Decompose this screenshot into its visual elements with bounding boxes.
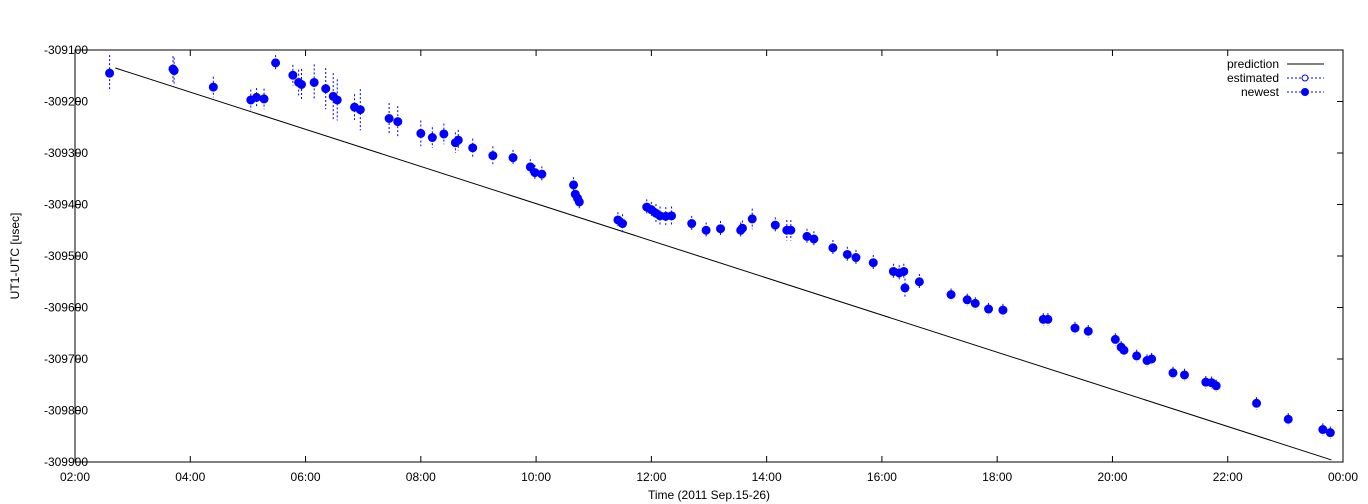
data-point-newest [618, 219, 628, 229]
data-point-newest [998, 305, 1008, 315]
series-layer [105, 55, 1335, 461]
data-point-newest [946, 290, 956, 300]
data-point-newest [321, 84, 331, 94]
data-point-newest [384, 113, 394, 123]
data-point-newest [574, 197, 584, 207]
y-tick-label: -309700 [44, 352, 88, 366]
data-point-newest [1147, 354, 1157, 364]
data-point-newest [1252, 398, 1262, 408]
data-point-newest [737, 223, 747, 233]
data-point-newest [105, 68, 115, 78]
data-point-newest [962, 295, 972, 305]
x-tick-label: 20:00 [1097, 470, 1127, 484]
prediction-line [115, 67, 1332, 461]
data-point-newest [508, 153, 518, 163]
x-tick-label: 16:00 [867, 470, 897, 484]
data-point-newest [453, 135, 463, 145]
data-point-newest [309, 77, 319, 87]
legend-entry-newest: newest [1241, 85, 1324, 99]
x-tick-label: 00:00 [1328, 470, 1358, 484]
data-point-newest [914, 277, 924, 287]
data-point-newest [970, 298, 980, 308]
data-point-newest [208, 82, 218, 92]
y-tick-label: -309300 [44, 146, 88, 160]
y-tick-label: -309500 [44, 249, 88, 263]
axis-ticks [74, 49, 1344, 463]
y-axis-title: UT1-UTC [usec] [8, 213, 22, 300]
data-point-newest [786, 225, 796, 235]
data-point-newest [1043, 314, 1053, 324]
data-point-newest [1132, 351, 1142, 361]
data-point-newest [667, 211, 677, 221]
legend: prediction estimated newest [1227, 57, 1324, 99]
legend-label-estimated: estimated [1227, 71, 1279, 85]
y-tick-label: -309600 [44, 301, 88, 315]
legend-entry-estimated: estimated [1227, 71, 1324, 85]
data-point-newest [984, 304, 994, 314]
data-point-newest [1283, 414, 1293, 424]
data-point-newest [851, 253, 861, 263]
y-tick-label: -309900 [44, 455, 88, 469]
x-tick-label: 18:00 [982, 470, 1012, 484]
data-point-newest [828, 243, 838, 253]
data-point-newest [427, 133, 437, 143]
legend-entry-prediction: prediction [1227, 57, 1324, 71]
x-axis-title: Time (2011 Sep.15-26) [648, 488, 770, 502]
data-point-newest [169, 66, 179, 76]
data-point-newest [1180, 370, 1189, 380]
data-point-newest [393, 117, 403, 127]
data-point-newest [1110, 334, 1120, 344]
data-point-newest [355, 105, 365, 115]
x-tick-label: 06:00 [291, 470, 321, 484]
axis-tick-labels: 02:00 04:00 06:00 08:00 10:00 12:00 14:00 16:00… [44, 43, 1358, 484]
y-tick-label: -309800 [44, 404, 88, 418]
data-point-newest [259, 94, 269, 104]
data-point-newest [1119, 345, 1129, 355]
data-point-newest [416, 128, 426, 138]
y-tick-label: -309200 [44, 95, 88, 109]
y-tick-label: -309100 [44, 43, 88, 57]
data-point-newest [701, 225, 711, 235]
data-point-newest [747, 214, 757, 224]
data-point-newest [1325, 428, 1335, 438]
legend-label-prediction: prediction [1227, 57, 1279, 71]
x-tick-label: 08:00 [406, 470, 436, 484]
legend-marker-newest [1301, 88, 1309, 96]
data-point-newest [900, 283, 910, 293]
x-tick-label: 12:00 [636, 470, 666, 484]
data-point-newest [1083, 326, 1093, 336]
plot-frame [74, 49, 1344, 463]
data-point-newest [1211, 381, 1221, 391]
data-point-newest [1168, 368, 1178, 378]
x-tick-label: 02:00 [60, 470, 90, 484]
data-point-newest [537, 169, 547, 179]
data-point-newest [687, 219, 697, 229]
legend-label-newest: newest [1241, 85, 1280, 99]
data-point-newest [842, 249, 852, 259]
data-point-newest [770, 220, 780, 230]
data-point-newest [332, 95, 342, 105]
data-point-newest [288, 70, 298, 80]
data-point-newest [271, 58, 281, 68]
x-tick-label: 22:00 [1213, 470, 1243, 484]
data-point-newest [569, 180, 579, 190]
data-point-newest [716, 224, 726, 234]
x-tick-label: 10:00 [521, 470, 551, 484]
data-point-newest [1070, 323, 1080, 333]
x-tick-label: 14:00 [752, 470, 782, 484]
y-tick-label: -309400 [44, 198, 88, 212]
data-point-newest [488, 151, 498, 161]
data-point-newest [868, 258, 878, 268]
data-point-newest [439, 129, 449, 139]
data-point-newest [899, 266, 909, 276]
legend-marker-estimated [1301, 74, 1309, 82]
data-point-newest [252, 92, 262, 102]
x-tick-label: 04:00 [175, 470, 205, 484]
data-point-newest [468, 143, 478, 153]
data-point-newest [809, 234, 819, 244]
data-point-newest [297, 80, 307, 90]
data-point-newest [1318, 425, 1328, 435]
